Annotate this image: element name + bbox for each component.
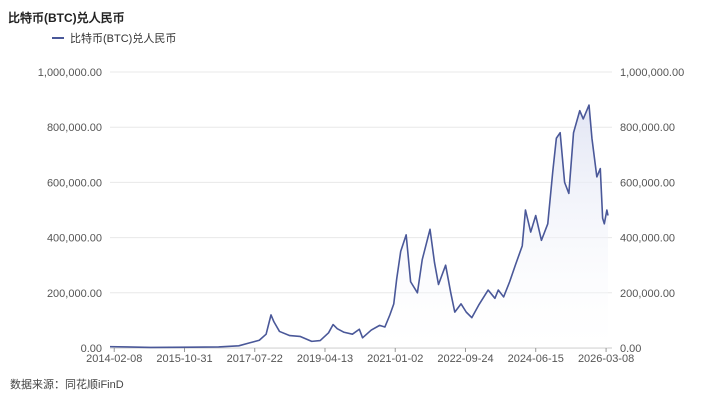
x-tick-label: 2015-10-31 [156, 353, 212, 365]
y-tick-label-left: 0.00 [81, 343, 102, 355]
x-tick-label: 2026-03-08 [578, 353, 634, 365]
legend[interactable]: 比特币(BTC)兑人民币 [52, 30, 176, 46]
y-tick-label-left: 800,000.00 [47, 122, 102, 134]
y-tick-label-right: 800,000.00 [620, 122, 675, 134]
x-tick-label: 2019-04-13 [297, 353, 353, 365]
legend-label: 比特币(BTC)兑人民币 [70, 33, 177, 45]
x-axis: 2014-02-08 2015-10-31 2017-07-22 2019-04-13… [86, 348, 634, 365]
x-tick-label: 2017-07-22 [227, 353, 283, 365]
x-tick-label: 2022-09-24 [437, 353, 493, 365]
series-area [110, 105, 608, 349]
chart-title: 比特币(BTC)兑人民币 [8, 11, 125, 25]
x-tick-label: 2021-01-02 [367, 353, 423, 365]
legend-swatch [52, 37, 64, 39]
y-tick-label-right: 400,000.00 [620, 233, 675, 245]
y-tick-label-right: 600,000.00 [620, 177, 675, 189]
y-tick-label-left: 600,000.00 [47, 177, 102, 189]
y-axis-right: 0.00 200,000.00 400,000.00 600,000.00 800,00… [620, 67, 684, 355]
y-tick-label-right: 0.00 [620, 343, 641, 355]
y-tick-label-right: 200,000.00 [620, 288, 675, 300]
y-tick-label-left: 200,000.00 [47, 288, 102, 300]
y-tick-label-right: 1,000,000.00 [620, 67, 684, 79]
line-chart: 0.00 200,000.00 400,000.00 600,000.00 800,00… [38, 67, 684, 365]
x-tick-label: 2024-06-15 [508, 353, 564, 365]
data-source-note: 数据来源：同花顺iFinD [10, 379, 124, 391]
series-line[interactable] [109, 104, 609, 349]
y-tick-label-left: 1,000,000.00 [38, 67, 102, 79]
y-axis-left: 0.00 200,000.00 400,000.00 600,000.00 800,00… [38, 67, 102, 355]
x-tick-label: 2014-02-08 [86, 353, 142, 365]
y-tick-label-left: 400,000.00 [47, 233, 102, 245]
